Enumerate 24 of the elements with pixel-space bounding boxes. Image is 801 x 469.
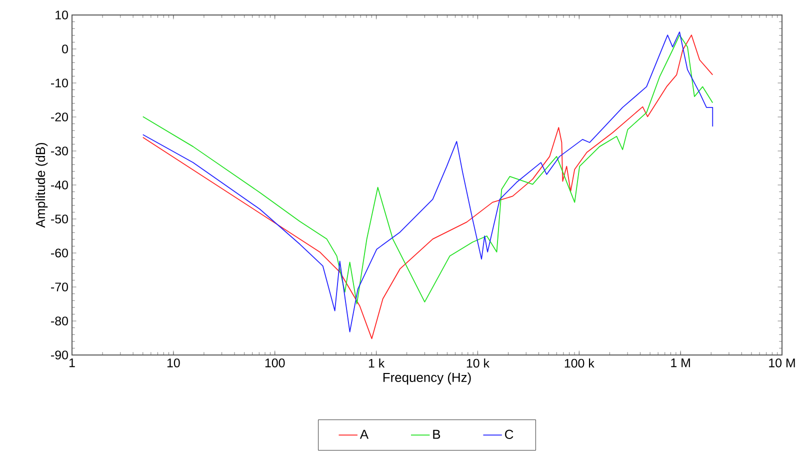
y-tick-label: -20 <box>51 112 68 122</box>
x-tick-label: 1 <box>70 358 75 368</box>
y-tick-label: -90 <box>51 350 68 360</box>
y-tick-label: -30 <box>51 146 68 156</box>
x-tick-label: 100 <box>265 358 285 368</box>
x-tick-label: 1 k <box>368 358 385 368</box>
y-axis-title: Amplitude (dB) <box>36 142 48 228</box>
y-tick-label: -40 <box>51 180 68 190</box>
legend-label: A <box>360 430 369 439</box>
x-tick-label: 10 M <box>769 358 795 368</box>
y-tick-label: -60 <box>51 248 68 258</box>
legend-label: B <box>433 430 440 439</box>
legend-label: C <box>505 430 514 439</box>
x-tick-label: 10 <box>167 358 180 368</box>
y-tick-label: 10 <box>56 10 68 20</box>
x-tick-label: 100 k <box>564 358 594 368</box>
x-tick-label: 1 M <box>671 358 690 368</box>
y-tick-label: -80 <box>51 316 68 326</box>
y-tick-label: -50 <box>51 214 68 224</box>
y-tick-label: -70 <box>51 282 68 292</box>
x-tick-label: 10 k <box>466 358 490 368</box>
y-tick-label: -10 <box>51 78 68 88</box>
x-axis-title: Frequency (Hz) <box>383 372 471 385</box>
y-tick-label: 0 <box>62 44 68 54</box>
